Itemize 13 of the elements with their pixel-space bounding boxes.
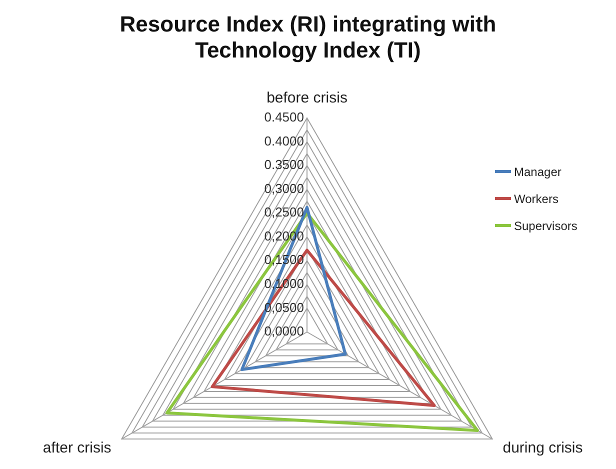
- legend-label: Manager: [514, 164, 562, 178]
- legend-label: Supervisors: [514, 218, 578, 232]
- spoke-label: before crisis: [266, 90, 348, 107]
- y-tick-label: 0,0000: [264, 324, 304, 339]
- y-tick-label: 0.4500: [264, 110, 304, 125]
- chart-title: Resource Index (RI) integrating with Technology Index (TI): [120, 11, 496, 63]
- spoke-label: after crisis: [42, 440, 112, 457]
- y-tick-label: 0.3500: [264, 157, 304, 172]
- y-tick-label: 0,3000: [264, 180, 304, 196]
- legend-label: Workers: [514, 192, 558, 206]
- y-tick-label: 0,2500: [264, 204, 304, 220]
- spoke-label: during crisis: [502, 440, 583, 457]
- y-tick-label: 0.4000: [264, 133, 304, 148]
